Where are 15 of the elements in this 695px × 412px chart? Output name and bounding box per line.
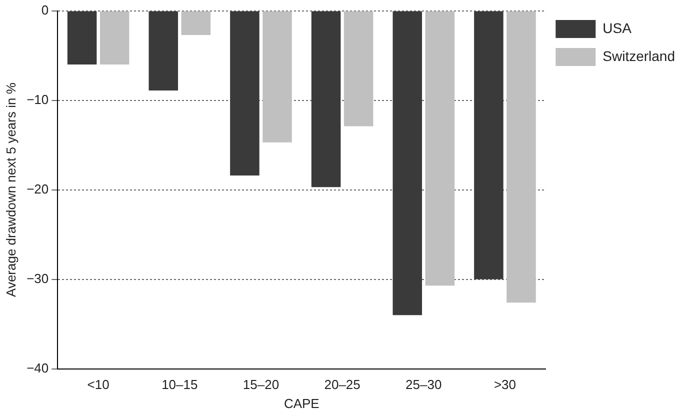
x-axis-title: CAPE [284, 396, 320, 411]
legend-label: Switzerland [602, 48, 676, 64]
x-tick-label: 10–15 [162, 377, 198, 392]
y-axis-title: Average drawdown next 5 years in % [3, 82, 18, 297]
x-tick-label: >30 [494, 377, 516, 392]
y-tick-label: 0 [41, 2, 49, 18]
x-tick-label: 20–25 [324, 377, 360, 392]
legend-label: USA [602, 20, 632, 36]
x-tick-label: <10 [87, 377, 110, 392]
y-tick-label: −40 [26, 360, 49, 376]
y-tick-label: −10 [26, 92, 49, 107]
y-tick-label: −30 [26, 270, 49, 286]
x-tick-label: 25–30 [406, 377, 442, 392]
y-tick-label: −20 [26, 181, 49, 196]
x-tick-label: 15–20 [242, 377, 280, 392]
